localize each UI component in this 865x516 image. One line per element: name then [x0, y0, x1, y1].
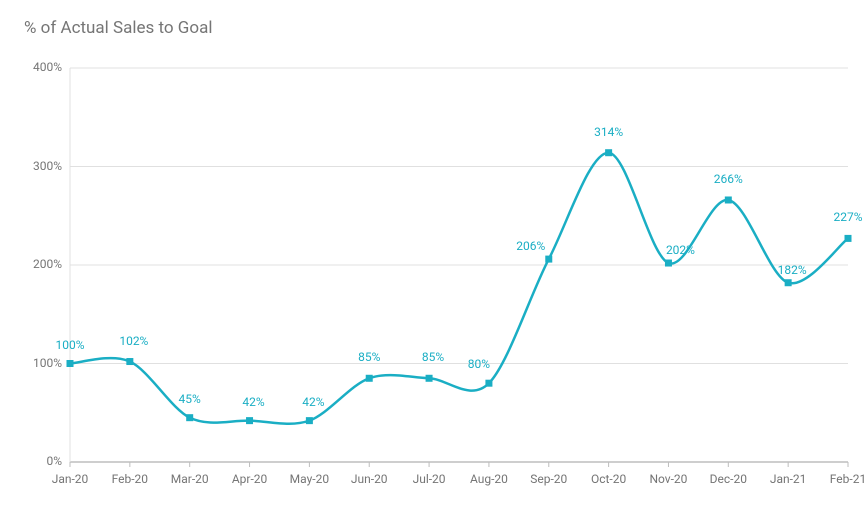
data-label: 80% [468, 357, 490, 371]
x-axis-label: Jan-21 [770, 472, 807, 486]
data-marker [426, 375, 433, 382]
y-axis-label: 0% [46, 454, 62, 468]
data-line [70, 153, 848, 424]
x-axis-label: Feb-20 [112, 472, 148, 486]
data-label: 206% [516, 239, 545, 253]
data-marker [785, 279, 792, 286]
data-marker [126, 358, 133, 365]
data-label: 102% [119, 334, 148, 348]
x-axis-label: Jul-20 [413, 472, 446, 486]
x-axis-label: Feb-21 [830, 472, 865, 486]
line-chart [0, 0, 865, 516]
data-label: 227% [833, 210, 862, 224]
data-label: 202% [666, 243, 695, 257]
data-marker [665, 260, 672, 267]
y-axis-label: 100% [33, 356, 62, 370]
data-label: 42% [242, 395, 264, 409]
data-marker [366, 375, 373, 382]
data-marker [725, 196, 732, 203]
x-axis-label: Jan-20 [52, 472, 89, 486]
data-label: 85% [358, 350, 380, 364]
data-marker [845, 235, 852, 242]
data-marker [246, 417, 253, 424]
data-label: 45% [179, 392, 201, 406]
data-marker [485, 380, 492, 387]
data-label: 100% [55, 338, 84, 352]
x-axis-label: Oct-20 [591, 472, 626, 486]
data-label: 182% [778, 263, 807, 277]
y-axis-label: 300% [33, 159, 62, 173]
data-label: 314% [594, 125, 623, 139]
data-marker [186, 414, 193, 421]
data-label: 42% [302, 395, 324, 409]
y-axis-label: 400% [33, 60, 62, 74]
x-axis-label: Mar-20 [171, 472, 209, 486]
data-marker [605, 149, 612, 156]
data-marker [67, 360, 74, 367]
x-axis-label: May-20 [290, 472, 329, 486]
x-axis-label: Sep-20 [530, 472, 567, 486]
data-marker [306, 417, 313, 424]
x-axis-label: Aug-20 [470, 472, 508, 486]
x-axis-label: Apr-20 [232, 472, 267, 486]
x-axis-label: Jun-20 [351, 472, 388, 486]
data-marker [545, 256, 552, 263]
data-label: 85% [422, 350, 444, 364]
x-axis-label: Nov-20 [649, 472, 687, 486]
y-axis-label: 200% [33, 257, 62, 271]
data-label: 266% [714, 172, 743, 186]
x-axis-label: Dec-20 [710, 472, 747, 486]
